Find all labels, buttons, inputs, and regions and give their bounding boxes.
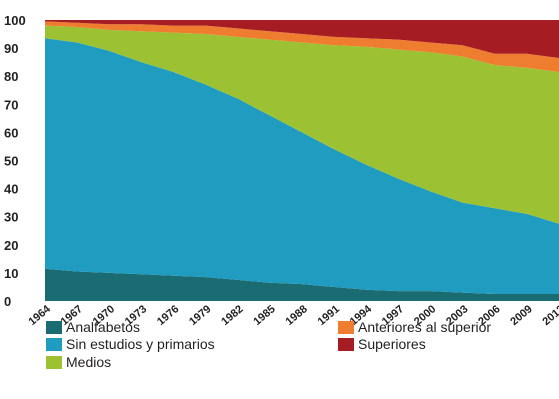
x-tick-label: 1985 xyxy=(251,303,277,328)
x-tick-label: 1994 xyxy=(348,303,375,328)
y-tick-label: 60 xyxy=(4,125,18,140)
y-tick-label: 0 xyxy=(4,294,11,309)
y-tick-label: 100 xyxy=(4,13,26,28)
area-sin-estudios-y-primarios xyxy=(45,38,559,294)
x-tick-label: 1976 xyxy=(155,303,181,328)
y-tick-label: 40 xyxy=(4,182,18,197)
area-analfabetos xyxy=(45,268,559,301)
area-superiores xyxy=(45,20,559,58)
y-tick-label: 50 xyxy=(4,154,18,169)
x-tick-label: 1982 xyxy=(219,303,245,328)
y-tick-label: 80 xyxy=(4,69,18,84)
y-tick-label: 90 xyxy=(4,41,18,56)
x-tick-label: 2000 xyxy=(412,303,438,328)
x-tick-label: 1964 xyxy=(26,303,53,328)
x-tick-label: 2006 xyxy=(476,303,502,328)
area-series-group xyxy=(45,20,559,301)
y-tick-label: 20 xyxy=(4,238,18,253)
x-tick-label: 1979 xyxy=(187,303,213,328)
y-axis-tick-labels: 0 10 20 30 40 50 60 70 80 90 100 xyxy=(4,13,26,309)
y-tick-label: 30 xyxy=(4,210,18,225)
x-tick-label: 2012 xyxy=(540,303,559,328)
x-tick-label: 2009 xyxy=(508,303,534,328)
x-tick-label: 1973 xyxy=(123,303,149,328)
x-tick-label: 2003 xyxy=(444,303,470,328)
y-tick-label: 10 xyxy=(4,266,18,281)
x-axis-tick-labels: 1964 1967 1970 1973 1976 1979 1982 1985 1988 1991… xyxy=(26,303,559,328)
area-medios xyxy=(45,25,559,224)
x-tick-label: 1988 xyxy=(283,303,309,328)
y-tick-label: 70 xyxy=(4,97,18,112)
x-tick-label: 1997 xyxy=(380,303,406,328)
x-tick-label: 1967 xyxy=(59,303,85,328)
x-tick-label: 1970 xyxy=(91,303,117,328)
area-anteriores-al-superior xyxy=(45,21,559,72)
x-tick-label: 1991 xyxy=(316,303,342,328)
